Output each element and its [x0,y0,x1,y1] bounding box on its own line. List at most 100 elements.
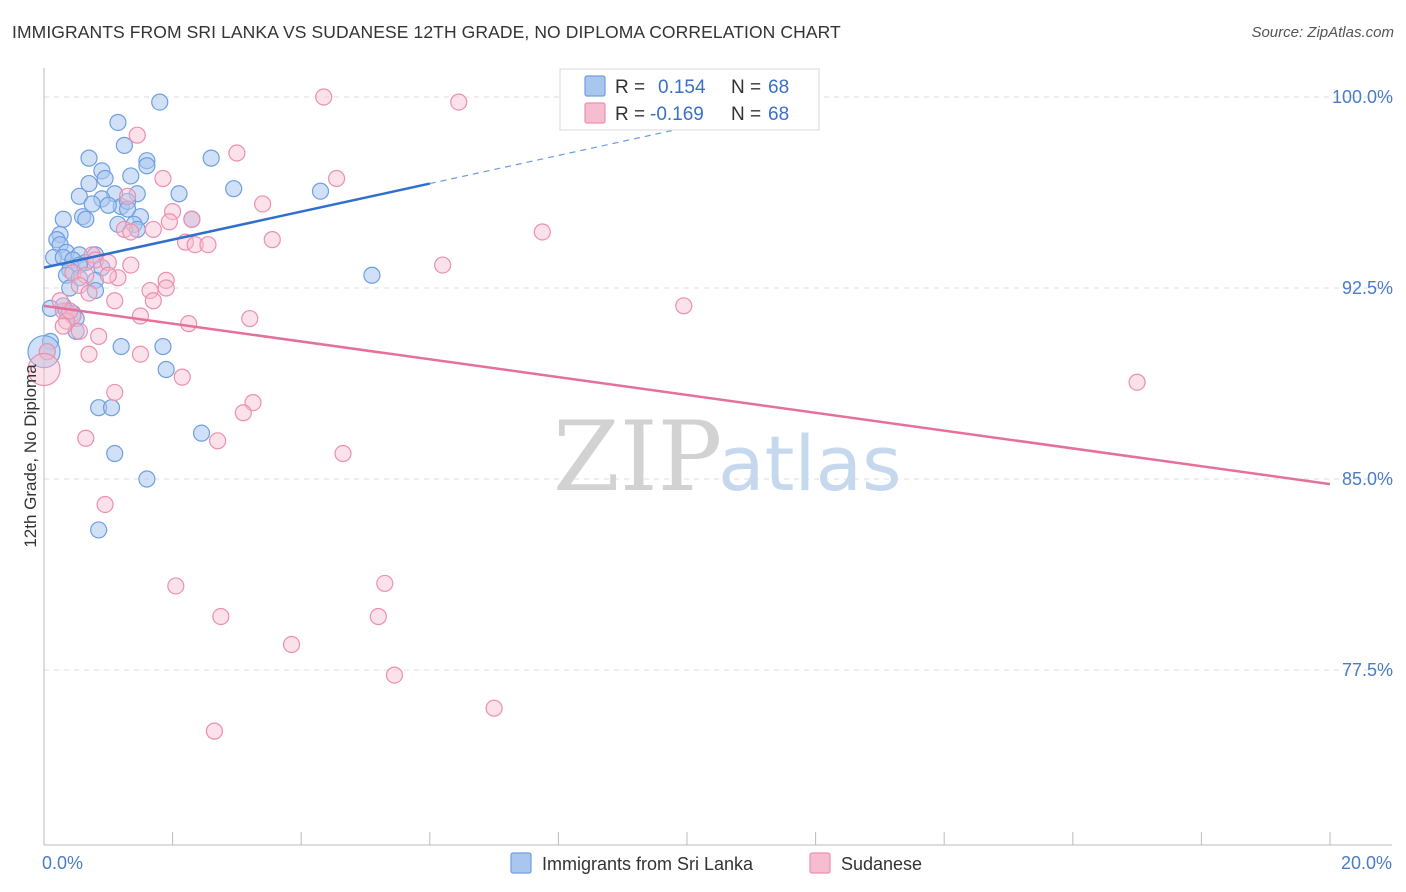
data-point [90,327,108,345]
watermark-zip: ZIP [553,401,722,513]
legend-r-label-sri-lanka: R = [615,77,645,98]
data-point [151,93,169,111]
data-point [170,185,188,203]
data-point [282,635,301,654]
data-point [122,223,140,241]
data-point [369,607,387,626]
data-point [144,292,162,310]
data-point [263,231,281,249]
data-point [57,312,76,330]
watermark-atlas: atlas [718,419,902,508]
data-point [241,309,259,328]
data-point [96,495,114,514]
legend-n-label-sudanese: N = [731,104,761,125]
x-tick-label-min: 0.0% [42,853,83,873]
data-point [450,93,468,111]
data-point [54,317,72,335]
y-tick-label-77.5: 77.5% [1342,660,1393,680]
data-point [141,281,159,300]
legend-r-value-sri-lanka: 0.154 [658,77,706,98]
data-point [205,722,223,740]
data-point [186,236,204,254]
data-point [157,279,175,297]
data-point [106,383,124,402]
data-point [109,269,127,287]
data-point [485,699,503,717]
data-point [327,169,346,188]
data-point [385,666,404,684]
legend-r-label-sudanese: R = [615,104,645,125]
data-point [77,210,95,228]
data-point [167,577,185,595]
bottom-legend-label-sri-lanka: Immigrants from Sri Lanka [542,854,754,874]
data-point [228,144,246,162]
data-point [115,136,133,154]
data-point [27,335,61,369]
data-point [99,196,117,214]
data-point [234,404,252,422]
data-point [192,424,211,442]
legend-r-value-sudanese: -0.169 [650,104,704,125]
chart-source: Source: ZipAtlas.com [1251,24,1394,41]
series-legend: Immigrants from Sri Lanka Sudanese [510,852,922,874]
data-point [99,266,117,284]
data-point [157,360,175,379]
data-point [209,432,227,450]
data-point [202,149,220,167]
data-point [131,307,150,325]
x-tick-label-max: 20.0% [1341,853,1392,873]
legend-swatch-sudanese [584,102,606,124]
data-point [106,444,124,463]
y-tick-label-92.5: 92.5% [1342,278,1393,298]
data-point [80,345,98,363]
legend-swatch-sri-lanka [584,75,606,97]
data-point [334,444,352,463]
data-point [225,180,243,198]
data-point [80,174,98,193]
data-point [27,352,61,387]
data-point [199,236,217,254]
data-point [77,429,95,447]
trend-lines [43,129,1331,486]
data-point [122,167,140,185]
data-point [54,210,72,228]
data-point [533,223,551,241]
data-point [70,187,88,205]
data-point [106,292,124,310]
y-axis-tick-labels: 77.5% 85.0% 92.5% 100.0% [1332,87,1393,680]
legend-n-value-sudanese: 68 [768,104,789,125]
y-axis-label: 12th Grade, No Diploma [21,364,40,548]
legend-n-label-sri-lanka: N = [731,77,761,98]
bottom-legend-swatch-sudanese [809,852,831,874]
data-point [376,574,394,593]
data-point [675,297,693,315]
grid-lines [44,96,1392,671]
data-point [112,337,130,356]
y-tick-label-85: 85.0% [1342,469,1393,489]
bottom-legend-label-sudanese: Sudanese [841,854,922,874]
data-point [122,256,140,274]
data-point [173,368,191,386]
data-point [160,213,178,231]
x-axis-ticks [43,832,1331,845]
data-point [118,200,137,218]
data-point [311,182,330,200]
legend-n-value-sri-lanka: 68 [768,77,789,98]
series-points-sudanese [27,88,1146,740]
data-point [154,169,172,188]
data-point [180,315,198,333]
correlation-legend: R = 0.154 N = 68 R = -0.169 N = 68 [559,68,820,131]
data-point [102,399,121,417]
data-point [144,220,162,239]
data-point [77,266,95,284]
data-point [164,203,182,221]
trend-line-sudanese [43,304,1331,486]
data-point [434,256,452,274]
data-point [90,521,108,539]
data-point [80,284,98,302]
data-point [363,266,381,284]
data-point [212,607,230,626]
trend-line-sri-lanka [43,182,431,269]
data-point [109,113,127,132]
data-point [154,337,172,356]
